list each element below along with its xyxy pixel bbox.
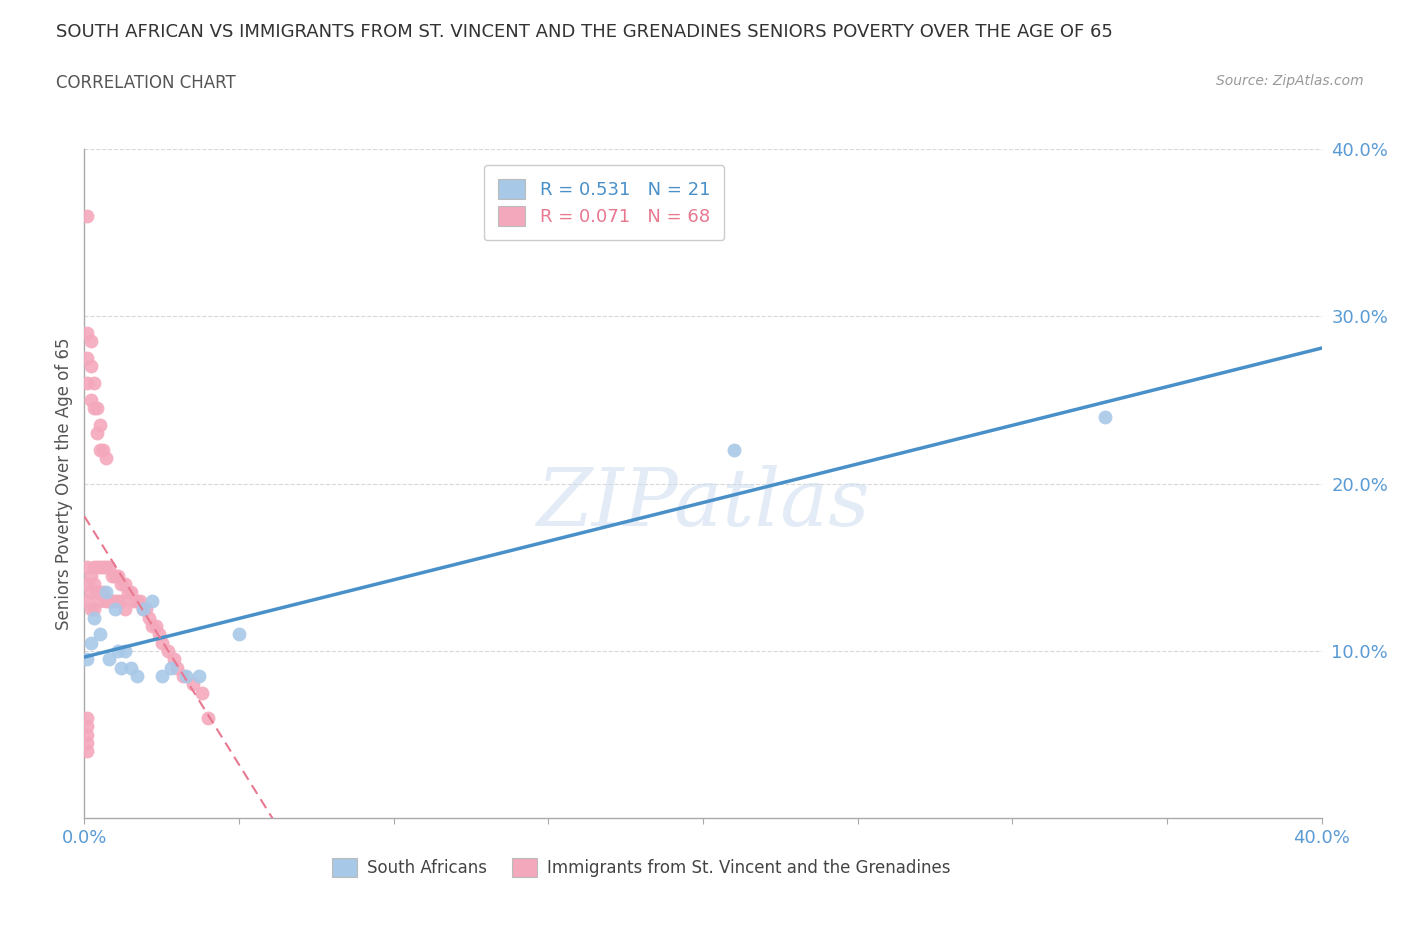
Point bbox=[83, 376, 105, 391]
Point bbox=[83, 610, 105, 625]
Point bbox=[114, 602, 136, 617]
Point bbox=[79, 635, 101, 650]
Point bbox=[104, 568, 127, 583]
Point bbox=[172, 669, 194, 684]
Point bbox=[110, 660, 132, 675]
Point bbox=[160, 660, 183, 675]
Point bbox=[145, 618, 167, 633]
Point bbox=[76, 560, 98, 575]
Point bbox=[76, 711, 98, 725]
Point bbox=[86, 560, 108, 575]
Point bbox=[150, 669, 173, 684]
Legend: South Africans, Immigrants from St. Vincent and the Grenadines: South Africans, Immigrants from St. Vinc… bbox=[325, 852, 957, 883]
Point bbox=[98, 652, 121, 667]
Point bbox=[132, 602, 155, 617]
Point bbox=[86, 585, 108, 600]
Point bbox=[98, 593, 121, 608]
Point bbox=[141, 618, 163, 633]
Point bbox=[117, 585, 139, 600]
Point bbox=[79, 602, 101, 617]
Point bbox=[94, 451, 117, 466]
Point bbox=[141, 593, 163, 608]
Point bbox=[98, 560, 121, 575]
Point bbox=[76, 652, 98, 667]
Point bbox=[76, 593, 98, 608]
Point bbox=[76, 208, 98, 223]
Point bbox=[197, 711, 219, 725]
Point bbox=[79, 392, 101, 407]
Point bbox=[107, 593, 129, 608]
Point bbox=[138, 610, 160, 625]
Point bbox=[176, 669, 198, 684]
Point bbox=[228, 627, 250, 642]
Point bbox=[150, 635, 173, 650]
Point bbox=[89, 418, 111, 432]
Point bbox=[163, 652, 186, 667]
Point bbox=[83, 602, 105, 617]
Point bbox=[110, 577, 132, 591]
Point bbox=[104, 593, 127, 608]
Point bbox=[76, 577, 98, 591]
Point bbox=[91, 585, 114, 600]
Point bbox=[76, 351, 98, 365]
Point bbox=[83, 401, 105, 416]
Point bbox=[107, 644, 129, 658]
Point bbox=[89, 593, 111, 608]
Point bbox=[132, 602, 155, 617]
Point bbox=[94, 560, 117, 575]
Point bbox=[156, 644, 179, 658]
Point bbox=[86, 426, 108, 441]
Point bbox=[110, 593, 132, 608]
Point bbox=[79, 359, 101, 374]
Point bbox=[191, 685, 214, 700]
Point bbox=[187, 669, 209, 684]
Point bbox=[723, 443, 745, 458]
Y-axis label: Seniors Poverty Over the Age of 65: Seniors Poverty Over the Age of 65 bbox=[55, 338, 73, 630]
Point bbox=[122, 593, 145, 608]
Point bbox=[94, 585, 117, 600]
Text: CORRELATION CHART: CORRELATION CHART bbox=[56, 74, 236, 92]
Point bbox=[125, 593, 148, 608]
Text: SOUTH AFRICAN VS IMMIGRANTS FROM ST. VINCENT AND THE GRENADINES SENIORS POVERTY : SOUTH AFRICAN VS IMMIGRANTS FROM ST. VIN… bbox=[56, 23, 1114, 41]
Point bbox=[114, 644, 136, 658]
Point bbox=[94, 593, 117, 608]
Point bbox=[86, 401, 108, 416]
Point bbox=[89, 560, 111, 575]
Point bbox=[91, 560, 114, 575]
Text: Source: ZipAtlas.com: Source: ZipAtlas.com bbox=[1216, 74, 1364, 88]
Point bbox=[114, 577, 136, 591]
Point bbox=[79, 334, 101, 349]
Point bbox=[76, 376, 98, 391]
Point bbox=[83, 560, 105, 575]
Point bbox=[104, 602, 127, 617]
Point bbox=[120, 585, 142, 600]
Text: ZIPatlas: ZIPatlas bbox=[536, 465, 870, 542]
Point bbox=[76, 744, 98, 759]
Point bbox=[91, 443, 114, 458]
Point bbox=[129, 593, 152, 608]
Point bbox=[1094, 409, 1116, 424]
Point bbox=[107, 568, 129, 583]
Point bbox=[89, 627, 111, 642]
Point bbox=[120, 660, 142, 675]
Point bbox=[101, 593, 124, 608]
Point bbox=[79, 585, 101, 600]
Point bbox=[148, 627, 170, 642]
Point bbox=[76, 727, 98, 742]
Point bbox=[135, 602, 157, 617]
Point bbox=[76, 326, 98, 340]
Point bbox=[79, 568, 101, 583]
Point bbox=[125, 669, 148, 684]
Point bbox=[181, 677, 204, 692]
Point bbox=[166, 660, 188, 675]
Point bbox=[76, 719, 98, 734]
Point bbox=[89, 443, 111, 458]
Point bbox=[83, 577, 105, 591]
Point bbox=[76, 736, 98, 751]
Point bbox=[101, 568, 124, 583]
